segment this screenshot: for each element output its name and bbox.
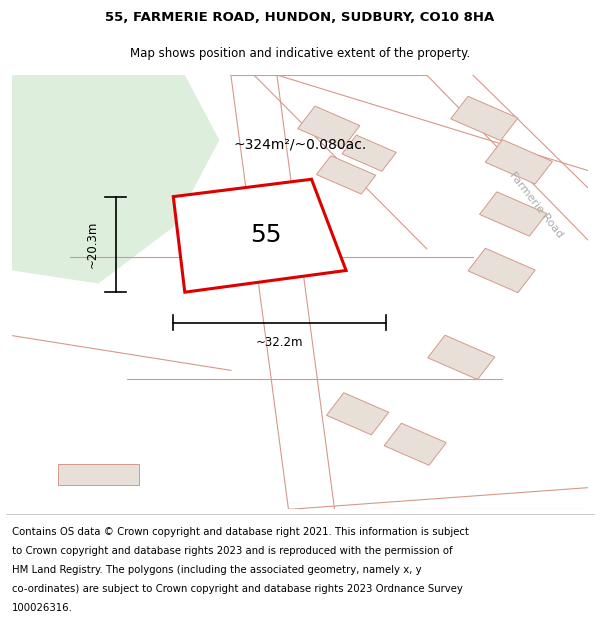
Text: co-ordinates) are subject to Crown copyright and database rights 2023 Ordnance S: co-ordinates) are subject to Crown copyr… — [12, 584, 463, 594]
Polygon shape — [384, 423, 446, 465]
Polygon shape — [428, 335, 495, 379]
Polygon shape — [316, 156, 376, 194]
Text: to Crown copyright and database rights 2023 and is reproduced with the permissio: to Crown copyright and database rights 2… — [12, 546, 452, 556]
Text: ~20.3m: ~20.3m — [86, 221, 99, 268]
Polygon shape — [58, 464, 139, 486]
Text: HM Land Registry. The polygons (including the associated geometry, namely x, y: HM Land Registry. The polygons (includin… — [12, 565, 422, 575]
Polygon shape — [468, 248, 535, 292]
Text: Map shows position and indicative extent of the property.: Map shows position and indicative extent… — [130, 48, 470, 61]
Polygon shape — [342, 135, 396, 171]
Polygon shape — [485, 140, 553, 184]
Polygon shape — [479, 192, 547, 236]
Text: Farmerie Road: Farmerie Road — [508, 171, 565, 240]
Polygon shape — [326, 392, 389, 435]
Polygon shape — [298, 106, 360, 148]
Text: 55: 55 — [250, 222, 281, 247]
Text: 55, FARMERIE ROAD, HUNDON, SUDBURY, CO10 8HA: 55, FARMERIE ROAD, HUNDON, SUDBURY, CO10… — [106, 11, 494, 24]
Text: Contains OS data © Crown copyright and database right 2021. This information is : Contains OS data © Crown copyright and d… — [12, 527, 469, 537]
Polygon shape — [451, 96, 518, 141]
Text: ~324m²/~0.080ac.: ~324m²/~0.080ac. — [233, 138, 367, 151]
Text: ~32.2m: ~32.2m — [256, 336, 304, 349]
Polygon shape — [12, 75, 220, 284]
Polygon shape — [173, 179, 346, 292]
Text: 100026316.: 100026316. — [12, 603, 73, 613]
